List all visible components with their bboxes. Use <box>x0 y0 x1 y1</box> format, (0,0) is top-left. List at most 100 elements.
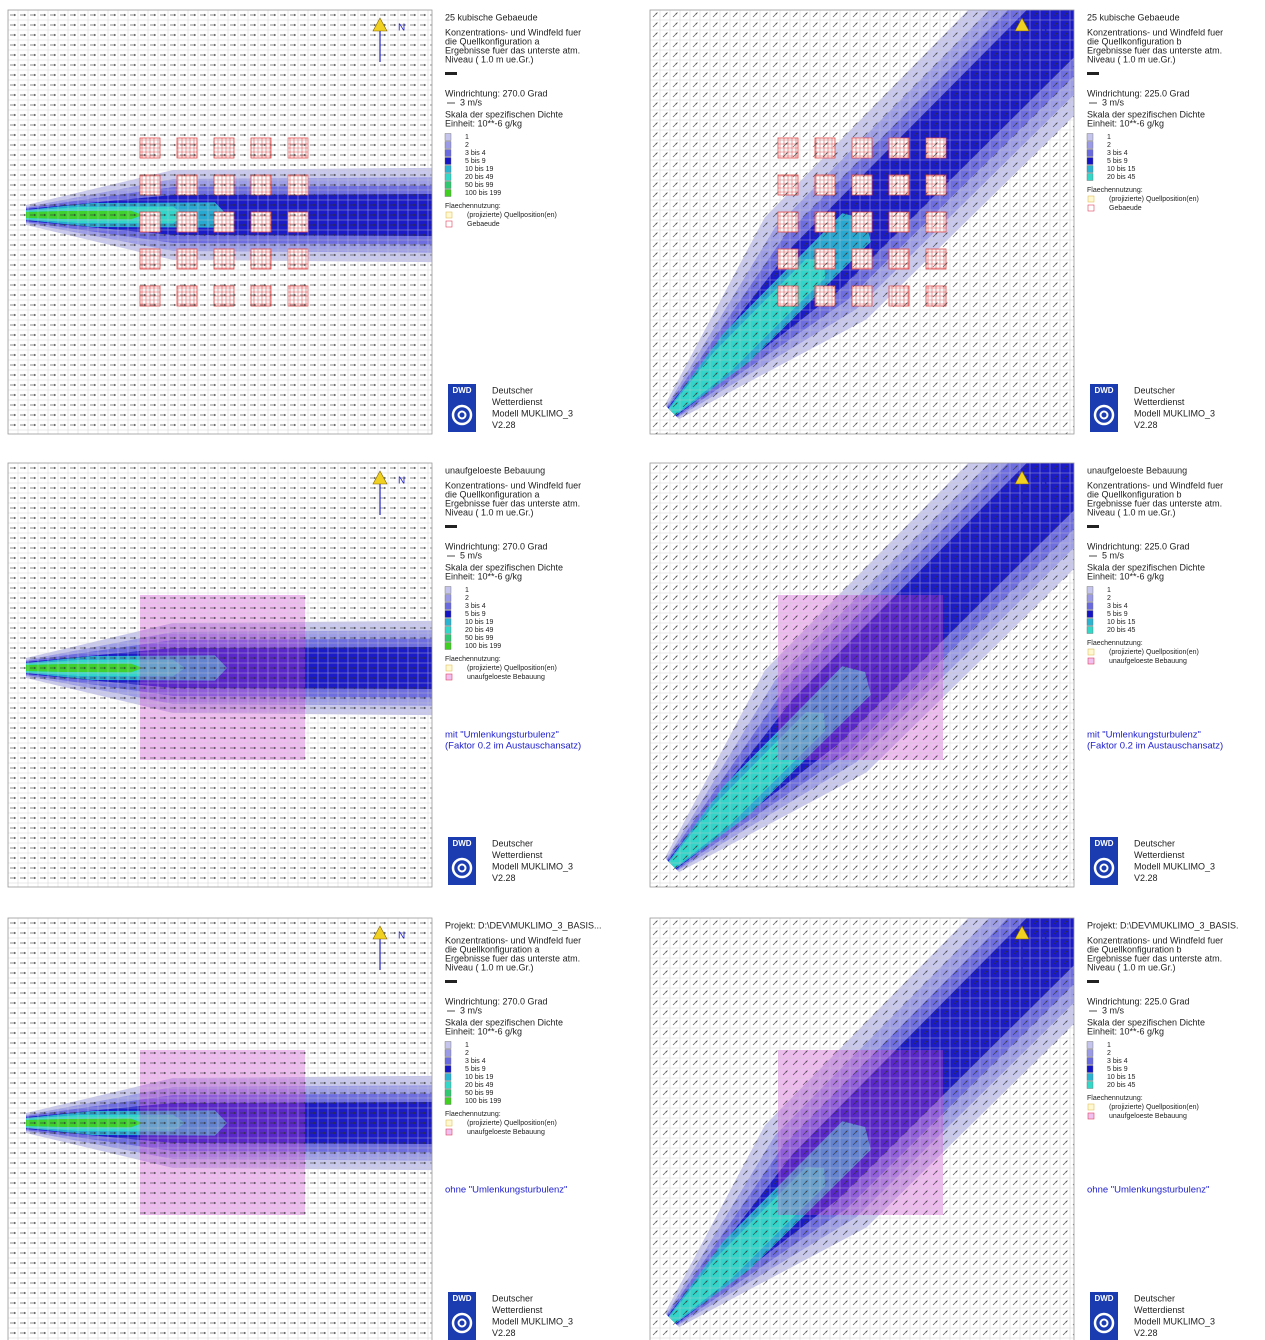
note: (Faktor 0.2 im Austauschansatz) <box>1087 741 1223 752</box>
map <box>619 0 1145 465</box>
footer-line: Wetterdienst <box>492 397 543 407</box>
landuse-heading: Flaechennutzung: <box>445 203 501 210</box>
class-label: 1 <box>465 587 469 594</box>
class-label: 20 bis 49 <box>465 174 494 181</box>
note: (Faktor 0.2 im Austauschansatz) <box>445 741 581 752</box>
class-swatch <box>1087 611 1093 618</box>
wind-speed: 5 m/s <box>460 550 483 560</box>
map <box>8 10 458 434</box>
class-swatch <box>1087 150 1093 157</box>
class-label: 10 bis 19 <box>465 1074 494 1081</box>
footer-line: V2.28 <box>492 420 516 430</box>
landuse-swatch <box>1088 196 1094 202</box>
note: mit "Umlenkungsturbulenz" <box>1087 730 1201 741</box>
panel: N25 kubische GebaeudeKonzentrations- und… <box>619 0 1224 465</box>
landuse-label: unaufgeloeste Bebauung <box>1109 658 1187 665</box>
footer-line: V2.28 <box>1134 873 1158 883</box>
class-swatch <box>1087 1066 1093 1073</box>
class-swatch <box>1087 1050 1093 1057</box>
landuse-heading: Flaechennutzung: <box>445 1111 501 1118</box>
footer-line: Deutscher <box>1134 1293 1175 1303</box>
footer-line: V2.28 <box>492 873 516 883</box>
unit: Einheit: 10**-6 g/kg <box>1087 118 1164 128</box>
wind-speed: 3 m/s <box>1102 1005 1125 1015</box>
scale-bar <box>1087 980 1099 983</box>
class-label: 5 bis 9 <box>465 1066 486 1073</box>
class-label: 50 bis 99 <box>465 635 494 642</box>
class-label: 3 bis 4 <box>1107 150 1128 157</box>
description-line: Niveau ( 1.0 m ue.Gr.) <box>1087 54 1176 64</box>
unit: Einheit: 10**-6 g/kg <box>1087 1026 1164 1036</box>
wind-speed: 5 m/s <box>1102 550 1125 560</box>
class-label: 2 <box>465 595 469 602</box>
north-label: N <box>398 23 405 34</box>
class-swatch <box>445 166 451 173</box>
landuse-label: Gebaeude <box>1109 205 1142 212</box>
description-line: Niveau ( 1.0 m ue.Gr.) <box>445 54 534 64</box>
wind-field <box>650 10 1074 434</box>
wind-field <box>8 918 432 1340</box>
class-label: 3 bis 4 <box>1107 603 1128 610</box>
class-label: 100 bis 199 <box>465 1098 501 1105</box>
north-label: N <box>398 931 405 942</box>
class-swatch <box>445 1050 451 1057</box>
class-label: 2 <box>1107 595 1111 602</box>
class-label: 50 bis 99 <box>465 1090 494 1097</box>
class-label: 3 bis 4 <box>465 1058 486 1065</box>
panel: N25 kubische GebaeudeKonzentrations- und… <box>8 10 581 434</box>
wind-speed: 3 m/s <box>1102 97 1125 107</box>
class-label: 5 bis 9 <box>465 158 486 165</box>
class-label: 5 bis 9 <box>1107 1066 1128 1073</box>
north-label: N <box>398 476 405 487</box>
class-swatch <box>445 190 451 197</box>
class-label: 2 <box>1107 142 1111 149</box>
logo-text: DWD <box>1094 839 1113 848</box>
class-swatch <box>1087 1058 1093 1065</box>
class-swatch <box>1087 627 1093 634</box>
class-swatch <box>445 134 451 141</box>
class-swatch <box>445 635 451 642</box>
class-swatch <box>445 611 451 618</box>
footer-line: Modell MUKLIMO_3 <box>492 1316 573 1326</box>
legend-title: 25 kubische Gebaeude <box>1087 12 1180 22</box>
description-line: Niveau ( 1.0 m ue.Gr.) <box>445 962 534 972</box>
map <box>619 393 1145 919</box>
landuse-swatch <box>1088 1104 1094 1110</box>
class-label: 3 bis 4 <box>465 603 486 610</box>
class-swatch <box>445 174 451 181</box>
landuse-heading: Flaechennutzung: <box>1087 1095 1143 1102</box>
class-swatch <box>445 619 451 626</box>
class-swatch <box>1087 1042 1093 1049</box>
class-swatch <box>1087 158 1093 165</box>
panel: Nunaufgeloeste BebauungKonzentrations- u… <box>8 463 581 887</box>
scale-bar <box>445 525 457 528</box>
class-label: 5 bis 9 <box>1107 158 1128 165</box>
map <box>8 463 458 887</box>
landuse-swatch <box>1088 658 1094 664</box>
class-label: 10 bis 15 <box>1107 1074 1136 1081</box>
logo-text: DWD <box>452 386 471 395</box>
landuse-label: (projizierte) Quellposition(en) <box>467 212 557 219</box>
landuse-heading: Flaechennutzung: <box>1087 640 1143 647</box>
landuse-heading: Flaechennutzung: <box>1087 187 1143 194</box>
footer-line: Modell MUKLIMO_3 <box>1134 1316 1215 1326</box>
footer-line: Wetterdienst <box>492 850 543 860</box>
logo-text: DWD <box>452 1294 471 1303</box>
class-label: 2 <box>465 1050 469 1057</box>
class-label: 20 bis 49 <box>465 1082 494 1089</box>
class-label: 2 <box>465 142 469 149</box>
wind-speed: 3 m/s <box>460 1005 483 1015</box>
class-swatch <box>445 587 451 594</box>
logo-text: DWD <box>1094 1294 1113 1303</box>
scale-bar <box>445 72 457 75</box>
unit: Einheit: 10**-6 g/kg <box>445 571 522 581</box>
class-label: 10 bis 15 <box>1107 166 1136 173</box>
footer-line: Modell MUKLIMO_3 <box>1134 861 1215 871</box>
landuse-label: unaufgeloeste Bebauung <box>467 1129 545 1136</box>
description-line: Niveau ( 1.0 m ue.Gr.) <box>1087 507 1176 517</box>
class-swatch <box>445 1098 451 1105</box>
landuse-label: (projizierte) Quellposition(en) <box>1109 1104 1199 1111</box>
class-swatch <box>445 142 451 149</box>
map <box>619 848 1145 1340</box>
scale-bar <box>445 980 457 983</box>
